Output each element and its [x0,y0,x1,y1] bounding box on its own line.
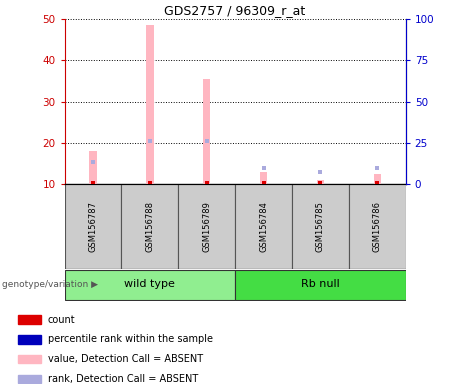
Text: wild type: wild type [124,280,175,290]
Bar [178,184,235,269]
Text: percentile rank within the sample: percentile rank within the sample [47,334,213,344]
Bar [121,184,178,269]
Bar [317,180,324,184]
Text: GSM156784: GSM156784 [259,201,268,252]
Text: count: count [47,314,75,324]
Bar [373,174,381,184]
Bar [203,79,210,184]
Bar [349,184,406,269]
Bar [18,355,41,363]
Text: rank, Detection Call = ABSENT: rank, Detection Call = ABSENT [47,374,198,384]
Bar [146,25,154,184]
Bar [65,184,121,269]
Bar [260,172,267,184]
Bar [235,184,292,269]
Text: value, Detection Call = ABSENT: value, Detection Call = ABSENT [47,354,203,364]
Bar [18,316,41,324]
Title: GDS2757 / 96309_r_at: GDS2757 / 96309_r_at [165,3,306,17]
Text: GSM156786: GSM156786 [373,201,382,252]
Text: GSM156785: GSM156785 [316,201,325,252]
Bar [292,184,349,269]
Bar [89,151,97,184]
Bar [65,270,235,300]
Bar [18,335,41,344]
Bar [18,375,41,383]
Text: genotype/variation ▶: genotype/variation ▶ [2,280,98,289]
Text: Rb null: Rb null [301,280,340,290]
Text: GSM156787: GSM156787 [89,201,97,252]
Bar [235,270,406,300]
Text: GSM156789: GSM156789 [202,201,211,252]
Text: GSM156788: GSM156788 [145,201,154,252]
